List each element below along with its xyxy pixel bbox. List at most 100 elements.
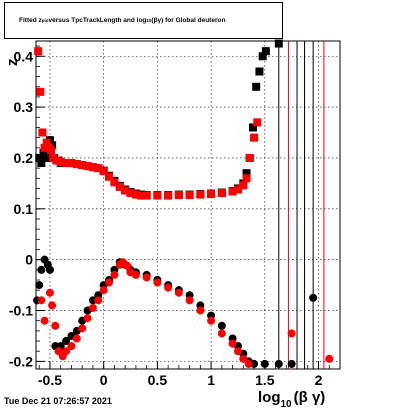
data-point <box>88 303 97 312</box>
data-point <box>153 278 162 287</box>
data-point <box>83 314 92 323</box>
data-point <box>123 261 132 270</box>
data-point <box>39 148 48 157</box>
y-tick-label: 0.1 <box>14 201 34 217</box>
data-point <box>94 164 103 173</box>
data-point <box>51 321 60 330</box>
data-point <box>67 342 76 351</box>
data-point <box>228 339 237 348</box>
y-tick-label: -0.2 <box>9 353 33 369</box>
data-point <box>258 52 267 61</box>
data-point <box>37 159 46 168</box>
x-tick-label: 0.5 <box>148 372 168 388</box>
data-point <box>250 133 259 142</box>
data-point <box>174 191 183 200</box>
data-point <box>105 278 114 287</box>
data-point <box>99 286 108 295</box>
data-point <box>244 359 253 368</box>
y-tick-label: -0.1 <box>9 303 33 319</box>
x-axis-label-main: log <box>258 389 281 406</box>
data-point <box>239 181 248 190</box>
data-point <box>37 265 46 274</box>
data-point <box>248 123 257 132</box>
data-point <box>228 187 237 196</box>
data-point <box>142 273 151 282</box>
frame <box>35 40 341 370</box>
x-tick-label: 0 <box>100 372 108 388</box>
data-point <box>242 174 251 183</box>
data-point <box>233 185 242 194</box>
data-point <box>52 156 61 165</box>
data-point <box>35 281 44 290</box>
data-point <box>207 190 216 199</box>
x-tick-label: -0.5 <box>38 372 62 388</box>
data-point <box>185 191 194 200</box>
y-tick-label: 0.3 <box>14 99 34 115</box>
footer-date: Tue Dec 21 07:26:57 2021 <box>4 396 112 406</box>
x-axis-label-tail: (β γ) <box>294 389 326 406</box>
x-tick-label: 1.5 <box>255 372 275 388</box>
data-point <box>78 161 87 170</box>
data-point <box>110 270 119 279</box>
grid <box>36 41 340 369</box>
data-point <box>164 283 173 292</box>
data-point <box>255 67 264 76</box>
data-point <box>45 265 54 274</box>
x-tick-label: 2 <box>315 372 323 388</box>
tick-labels: -0.5 0 0.5 1 1.5 2 -0.2 -0.1 0 0.1 0.2 0.3 0.4 <box>9 48 323 388</box>
data-point <box>153 191 162 200</box>
x-tick-label: 1 <box>207 372 215 388</box>
data-point <box>217 329 226 338</box>
data-point <box>253 118 262 127</box>
data-point <box>99 167 108 176</box>
data-point <box>62 347 71 356</box>
data-point <box>41 153 50 162</box>
data-point <box>274 359 283 368</box>
data-point <box>62 159 71 168</box>
series-layer <box>33 39 334 368</box>
data-point <box>56 158 65 167</box>
y-tick-label: 0 <box>25 252 33 268</box>
data-point <box>72 334 81 343</box>
data-point <box>207 316 216 325</box>
data-point <box>137 191 146 200</box>
data-point <box>38 128 47 137</box>
data-point <box>309 293 318 302</box>
data-point <box>37 296 46 305</box>
chart-title: Fitted z pio versus TpcTrackLength and lo… <box>4 2 283 39</box>
error-bars <box>278 41 325 369</box>
data-point <box>245 153 254 162</box>
y-tick-label: 0.4 <box>14 48 34 64</box>
data-point <box>185 296 194 305</box>
data-point <box>131 190 140 199</box>
data-point <box>67 159 76 168</box>
data-point <box>40 316 49 325</box>
x-axis-label-sub: 10 <box>281 399 293 409</box>
data-point <box>287 329 296 338</box>
data-point <box>217 321 226 330</box>
data-point <box>233 347 242 356</box>
data-point <box>78 324 87 333</box>
data-point <box>94 296 103 305</box>
data-point <box>48 301 57 310</box>
data-point <box>72 160 81 169</box>
data-point <box>34 47 43 56</box>
x-axis-label: log10 (β γ) <box>258 389 325 409</box>
title-part-c: (βγ) for Global deuteron <box>151 17 226 24</box>
data-point <box>252 82 261 91</box>
data-point <box>36 87 45 96</box>
data-point <box>105 172 114 181</box>
data-point <box>115 182 124 191</box>
data-point <box>126 189 135 198</box>
data-point <box>242 169 251 178</box>
y-axis-label: z <box>4 59 21 67</box>
data-point <box>287 359 296 368</box>
data-point <box>88 163 97 172</box>
data-point <box>261 47 270 56</box>
data-point <box>196 306 205 315</box>
data-point <box>196 190 205 199</box>
data-point <box>45 288 54 297</box>
title-part-a: Fitted z <box>19 17 42 24</box>
data-point <box>110 178 119 187</box>
